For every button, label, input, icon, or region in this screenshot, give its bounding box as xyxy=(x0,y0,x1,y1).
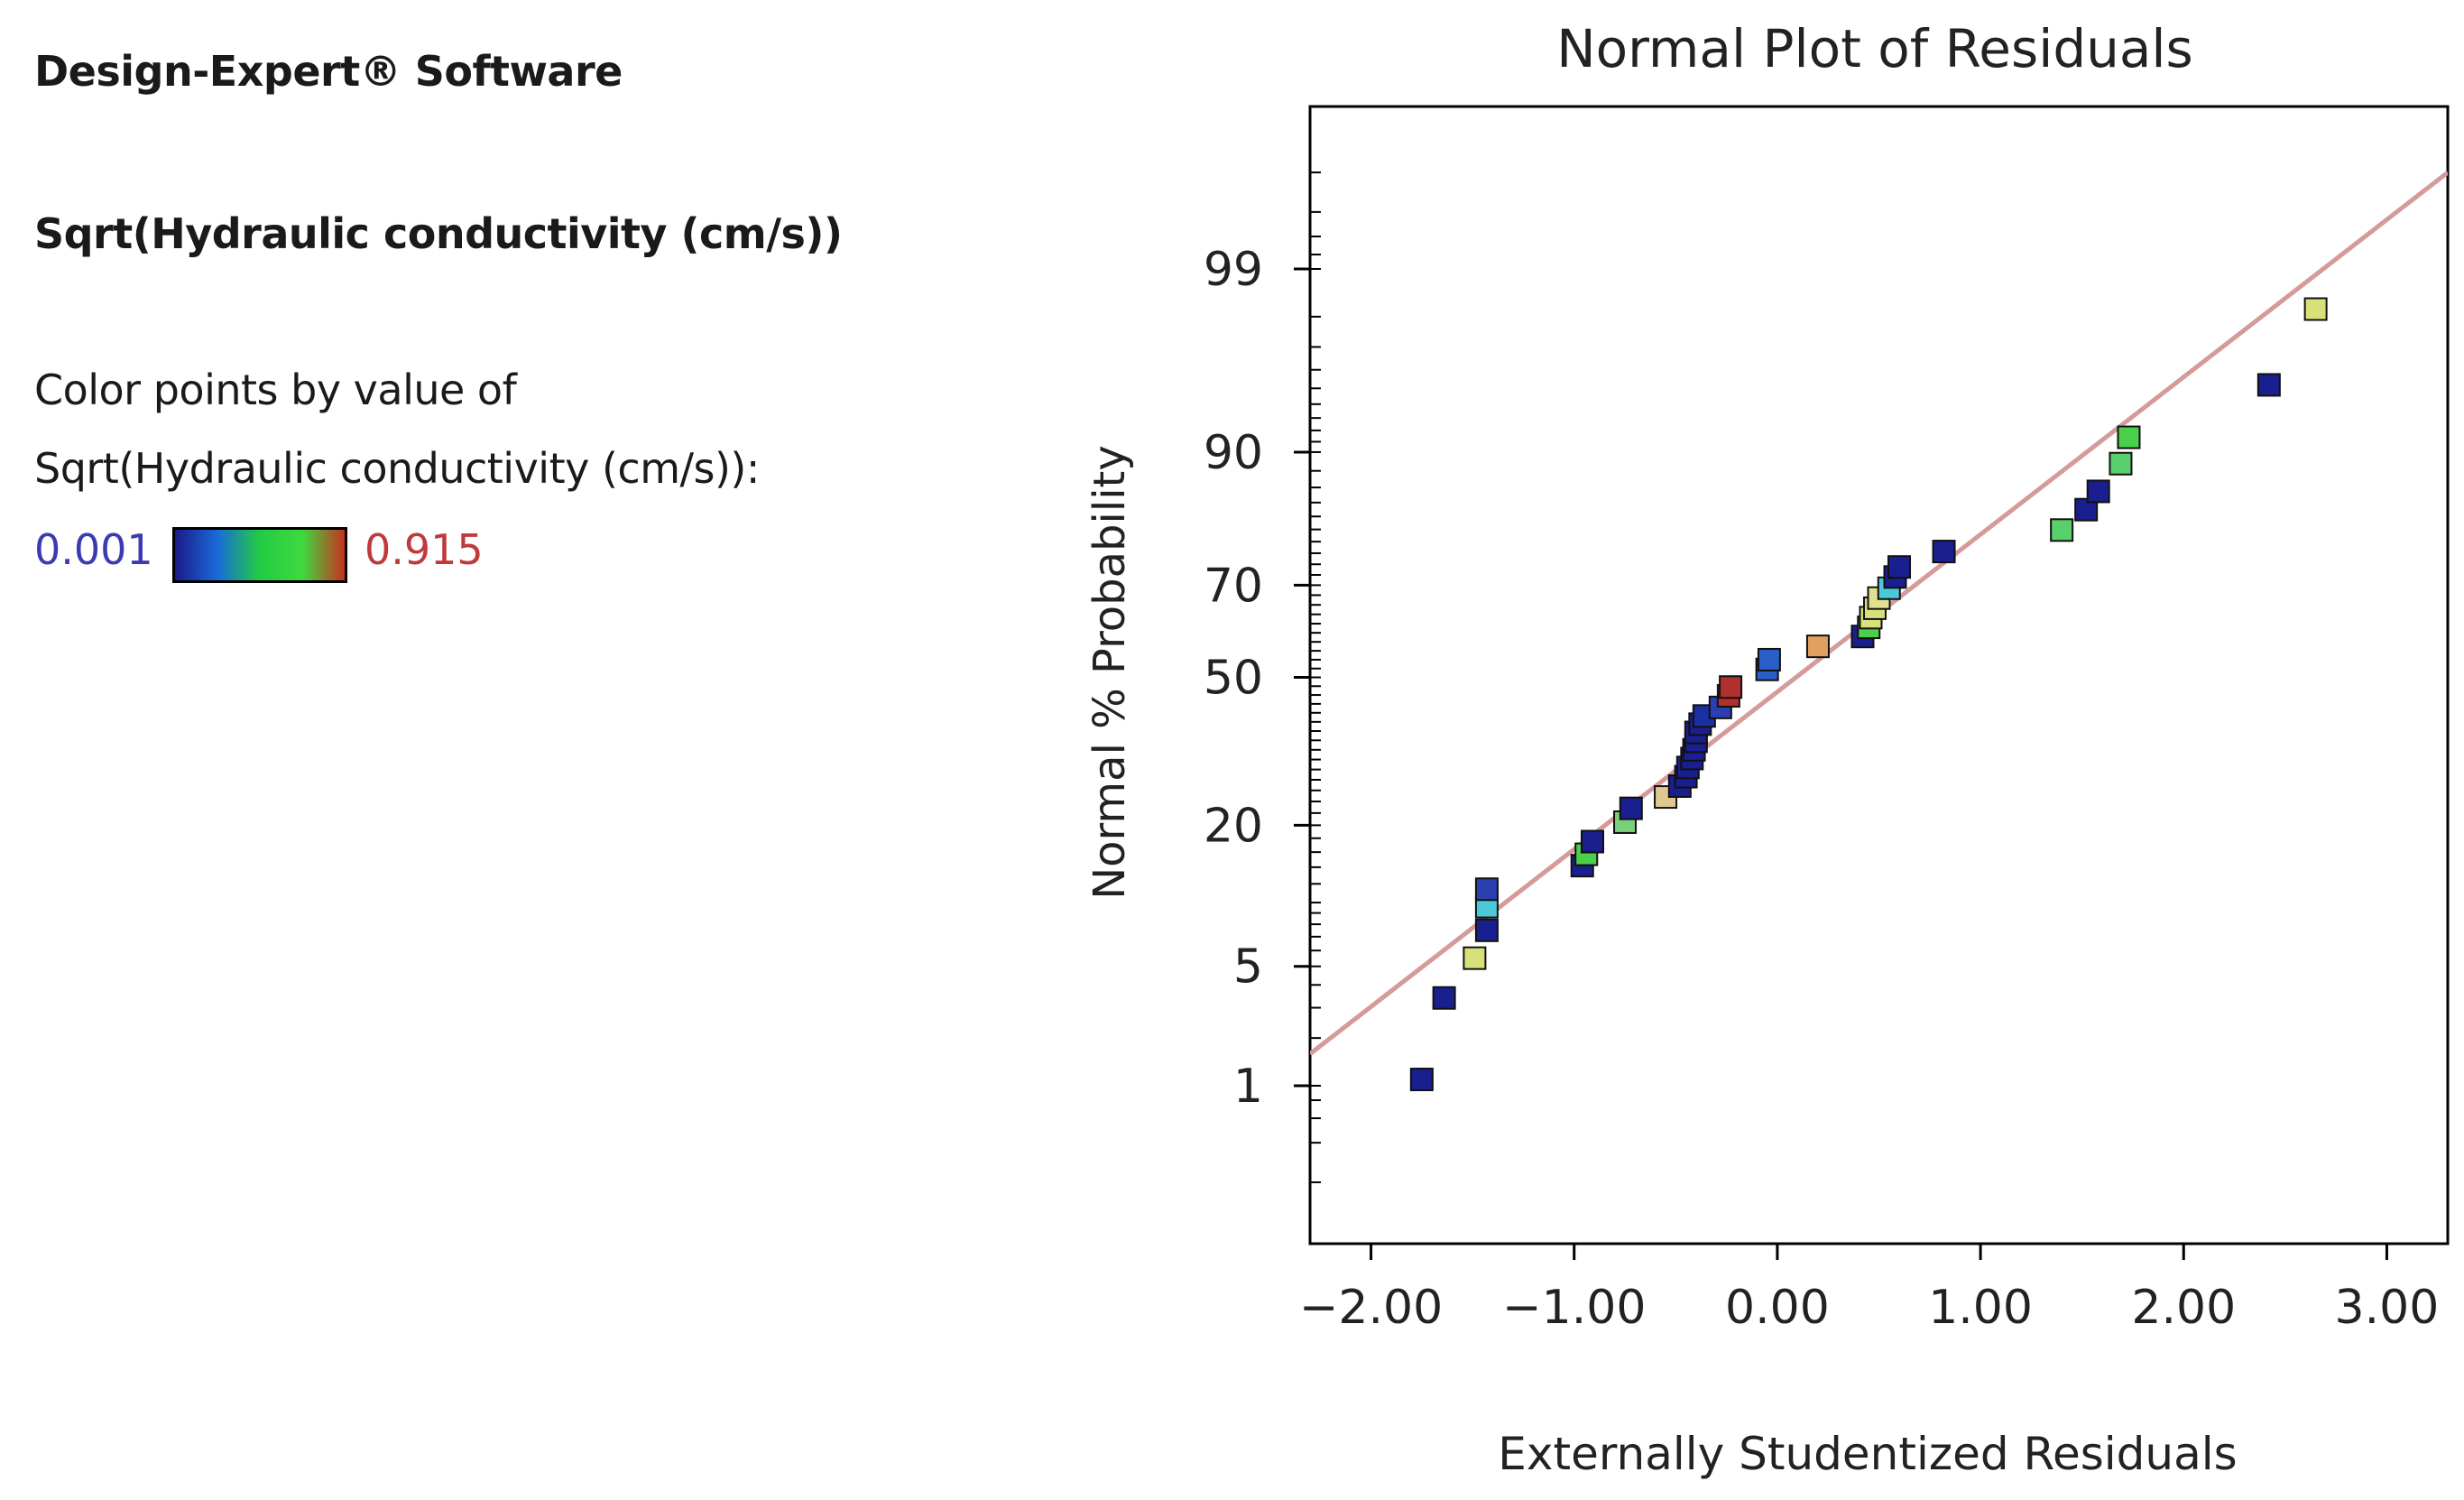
x-tick-label: −1.00 xyxy=(1502,1281,1646,1335)
y-tick-label: 20 xyxy=(1204,799,1263,853)
y-tick-label: 50 xyxy=(1204,652,1263,706)
legend-min-value: 0.001 xyxy=(34,525,153,574)
color-points-label: Color points by value of xyxy=(34,366,517,414)
data-point xyxy=(2303,297,2328,321)
chart-title: Normal Plot of Residuals xyxy=(1556,18,2193,79)
y-tick-label: 1 xyxy=(1233,1060,1263,1114)
color-variable-label: Sqrt(Hydraulic conductivity (cm/s)): xyxy=(34,444,760,493)
data-point xyxy=(1463,946,1487,970)
y-tick-label: 99 xyxy=(1204,243,1263,297)
software-title: Design-Expert® Software xyxy=(34,47,623,96)
x-tick-label: −2.00 xyxy=(1299,1281,1443,1335)
response-name: Sqrt(Hydraulic conductivity (cm/s)) xyxy=(34,209,843,258)
x-axis-label: Externally Studentized Residuals xyxy=(1498,1428,2237,1480)
data-point xyxy=(2086,479,2110,504)
x-tick-label: 1.00 xyxy=(1928,1281,2033,1335)
y-tick-label: 90 xyxy=(1204,426,1263,480)
data-point xyxy=(1887,555,1912,579)
data-point xyxy=(1432,986,1456,1010)
plot-frame xyxy=(1308,105,2450,1245)
y-axis-label: Normal % Probability xyxy=(1084,445,1135,900)
data-point xyxy=(2117,425,2141,449)
y-tick-label: 70 xyxy=(1204,559,1263,613)
data-point xyxy=(1757,647,1781,671)
data-point xyxy=(1932,540,1956,564)
data-point xyxy=(2256,373,2281,397)
plot-area: 1 5 20 50 70 90 99 −2.00 −1.00 0.00 1.00 2.00 3.00 xyxy=(1204,105,2450,1335)
legend-panel: Design-Expert® Software Sqrt(Hydraulic c… xyxy=(34,0,937,632)
x-tick-label: 0.00 xyxy=(1725,1281,1830,1335)
data-point xyxy=(1474,877,1499,902)
data-point xyxy=(1719,675,1743,699)
legend-max-value: 0.915 xyxy=(365,525,484,574)
data-point xyxy=(1580,829,1604,854)
data-point xyxy=(1474,918,1499,942)
data-point xyxy=(1619,796,1643,820)
data-point xyxy=(2109,451,2133,476)
data-point xyxy=(2050,518,2074,542)
data-point xyxy=(1409,1068,1434,1092)
y-tick-label: 5 xyxy=(1233,940,1263,995)
data-point xyxy=(1805,634,1830,659)
color-gradient-bar xyxy=(172,527,347,583)
x-tick-label: 2.00 xyxy=(2131,1281,2236,1335)
x-tick-label: 3.00 xyxy=(2335,1281,2440,1335)
